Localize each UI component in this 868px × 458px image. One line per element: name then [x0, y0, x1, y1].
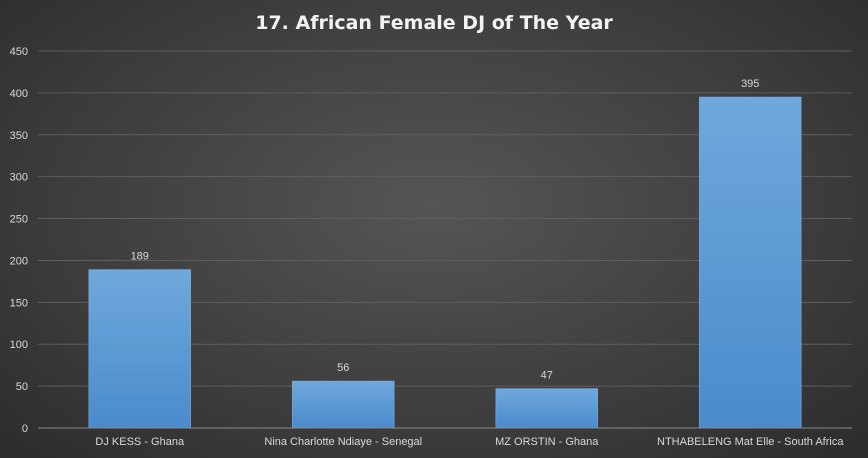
x-category-label: DJ KESS - Ghana — [95, 436, 185, 448]
y-tick-label: 50 — [16, 381, 28, 393]
data-labels: 189 56 47 395 — [131, 78, 760, 382]
x-category-label: Nina Charlotte Ndiaye - Senegal — [264, 436, 422, 448]
bars — [88, 96, 802, 429]
y-tick-label: 150 — [10, 297, 28, 309]
y-tick-label: 100 — [10, 339, 28, 351]
y-tick-label: 350 — [10, 130, 28, 142]
data-label: 189 — [131, 251, 149, 263]
x-category-label: NTHABELENG Mat Elle - South Africa — [657, 436, 844, 448]
x-axis-category-labels: DJ KESS - Ghana Nina Charlotte Ndiaye - S… — [95, 436, 844, 448]
bar — [292, 380, 395, 429]
y-tick-label: 400 — [10, 88, 28, 100]
bar — [699, 96, 802, 429]
y-tick-label: 250 — [10, 214, 28, 226]
y-tick-label: 450 — [10, 46, 28, 58]
chart-title: 17. African Female DJ of The Year — [255, 12, 613, 34]
y-tick-label: 0 — [22, 423, 28, 435]
x-category-label: MZ ORSTIN - Ghana — [495, 436, 599, 448]
bar — [495, 388, 598, 429]
y-tick-label: 300 — [10, 172, 28, 184]
bar — [88, 269, 191, 429]
data-label: 47 — [541, 370, 553, 382]
data-label: 395 — [741, 78, 759, 90]
y-tick-label: 200 — [10, 255, 28, 267]
y-axis-tick-labels: 0 50 100 150 200 250 300 350 400 450 — [10, 46, 28, 435]
data-label: 56 — [337, 362, 349, 374]
